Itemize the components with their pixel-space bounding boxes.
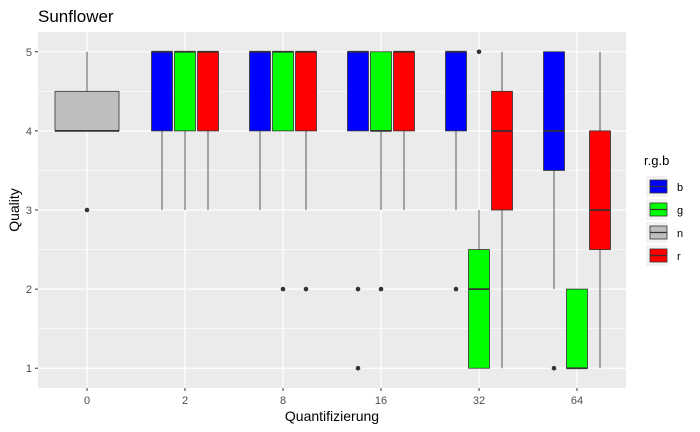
- x-tick-label: 64: [571, 395, 583, 407]
- box-32-g: [468, 49, 490, 369]
- box-16-g: [370, 51, 392, 292]
- y-tick-label: 3: [26, 205, 32, 217]
- outlier-point: [476, 49, 482, 55]
- box-2-b: [151, 50, 173, 210]
- outlier-point: [551, 365, 557, 371]
- outlier-point: [355, 286, 361, 292]
- box-body: [393, 51, 415, 132]
- outlier-point: [378, 286, 384, 292]
- box-8-b: [249, 50, 271, 210]
- x-tick-label: 0: [84, 395, 90, 407]
- box-body: [468, 249, 490, 369]
- y-tick-label: 4: [26, 126, 32, 138]
- box-2-r: [197, 50, 219, 210]
- x-axis: 0 2 8 16 32 64: [84, 388, 583, 407]
- box-body: [543, 51, 565, 171]
- box-8-r: [295, 50, 317, 292]
- box-body: [249, 51, 271, 132]
- x-axis-title: Quantifizierung: [285, 408, 379, 424]
- outlier-point: [355, 365, 361, 371]
- box-32-r: [491, 51, 513, 369]
- y-axis: 1 2 3 4 5: [26, 47, 38, 375]
- box-16-b: [347, 50, 369, 371]
- x-tick-label: 16: [375, 395, 387, 407]
- box-body: [370, 51, 392, 132]
- box-body: [151, 51, 173, 132]
- y-axis-title: Quality: [6, 188, 22, 232]
- y-tick-label: 5: [26, 47, 32, 59]
- outlier-point: [303, 286, 309, 292]
- chart-title: Sunflower: [38, 7, 114, 26]
- box-body: [54, 90, 120, 132]
- x-tick-label: 2: [182, 395, 188, 407]
- box-8-g: [272, 50, 294, 292]
- y-tick-label: 1: [26, 363, 32, 375]
- box-body: [295, 51, 317, 132]
- box-body: [197, 51, 219, 132]
- outlier-point: [280, 286, 286, 292]
- outlier-point: [84, 207, 90, 213]
- outlier-point: [453, 286, 459, 292]
- x-tick-label: 32: [473, 395, 485, 407]
- box-32-b: [445, 50, 467, 292]
- box-body: [491, 90, 513, 211]
- box-0-n: [54, 51, 120, 213]
- box-body: [272, 51, 294, 132]
- box-body: [589, 130, 611, 250]
- box-body: [566, 288, 588, 369]
- box-64-b: [543, 51, 565, 371]
- box-64-r: [589, 51, 611, 369]
- box-16-r: [393, 50, 415, 210]
- legend-label-r: r: [677, 251, 681, 263]
- legend-title: r.g.b: [644, 153, 669, 168]
- legend-label-b: b: [677, 182, 683, 194]
- y-tick-label: 2: [26, 284, 32, 296]
- box-2-g: [174, 50, 196, 210]
- box-64-g: [566, 288, 588, 370]
- boxes-layer: [54, 49, 611, 371]
- box-body: [347, 51, 369, 132]
- box-body: [445, 51, 467, 132]
- legend-label-g: g: [677, 205, 683, 217]
- box-body: [174, 51, 196, 132]
- x-tick-label: 8: [280, 395, 286, 407]
- legend-label-n: n: [677, 228, 683, 240]
